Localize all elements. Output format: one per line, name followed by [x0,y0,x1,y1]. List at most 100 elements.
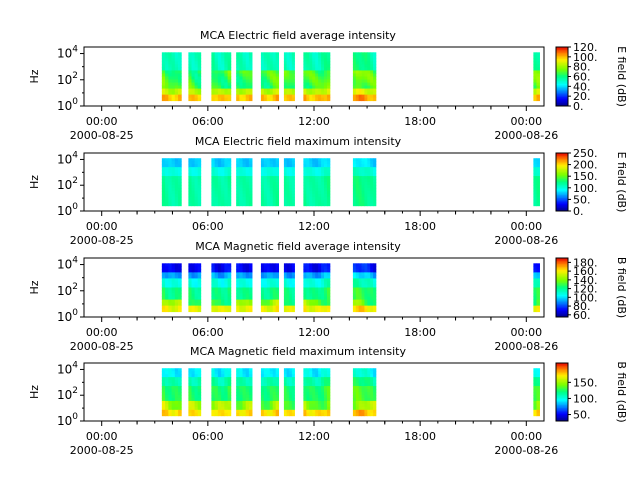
data-segment [211,158,232,207]
x-tick-label: 18:00 [404,430,436,443]
data-segment [236,368,253,417]
colorbar-tick-label: 60. [573,71,591,84]
data-segment [533,158,540,207]
data-segment [188,52,202,102]
data-segment [211,368,232,417]
x-tick-label: 00:00 [86,430,118,443]
y-tick-label: 100 [57,308,78,324]
x-date-label: 2000-08-25 [70,444,134,457]
y-tick-label: 100 [57,412,78,428]
y-axis-label: Hz [28,175,41,189]
x-tick-label: 06:00 [192,115,224,128]
data-segment [303,263,331,313]
data-segment [283,158,295,207]
x-tick-label: 00:00 [510,115,542,128]
data-segment [260,263,280,313]
panel-2: MCA Electric field maximum intensity 100 1… [28,135,628,247]
data-segment [303,158,331,207]
colorbar-tick-label: 150. [573,170,598,183]
colorbar-tick-label: 0. [573,100,584,113]
colorbar-tick-label: 250. [573,147,598,160]
data-segment [236,263,253,313]
data-segment [188,158,202,207]
y-tick-label: 104 [57,256,78,272]
data-segment [533,52,540,102]
panel-title: MCA Magnetic field maximum intensity [190,345,406,358]
colorbar-tick-label: 80. [573,61,591,74]
x-tick-label: 12:00 [298,220,330,233]
data-segment [161,263,182,313]
data-segment [188,263,202,313]
colorbar-tick-label: 140. [573,274,598,287]
x-tick-label: 00:00 [510,220,542,233]
data-segment [352,52,377,102]
data-segment [211,263,232,313]
x-date-label: 2000-08-26 [494,340,558,353]
data-segment [352,263,377,313]
colorbar-tick-label: 40. [573,80,591,93]
panel-4: MCA Magnetic field maximum intensity 100 1… [28,345,628,457]
data-segment [236,52,253,102]
data-segment [533,263,540,313]
spectrogram [161,158,540,207]
colorbar-label: B field (dB) [615,361,628,422]
data-segment [352,368,377,417]
spectrogram [161,52,540,102]
colorbar-tick-label: 80. [573,300,591,313]
colorbar-tick-label: 50. [573,193,591,206]
y-axis-label: Hz [28,385,41,399]
colorbar-tick-label: 50. [573,409,591,422]
x-tick-label: 00:00 [86,326,118,339]
data-segment [211,52,232,102]
colorbar: 0.20.40.60.80.100.120. E field (dB) [555,41,628,113]
y-axis-label: Hz [28,280,41,294]
colorbar-tick-label: 100. [573,51,598,64]
colorbar-label: E field (dB) [615,46,628,107]
colorbar-tick-label: 120. [573,283,598,296]
y-tick-label: 104 [57,360,78,376]
x-date-label: 2000-08-26 [494,444,558,457]
x-tick-label: 00:00 [86,115,118,128]
colorbar-label: E field (dB) [615,152,628,213]
data-segment [533,368,540,417]
data-segment [161,52,182,102]
x-tick-label: 00:00 [510,430,542,443]
data-segment [303,368,331,417]
data-segment [283,368,295,417]
x-tick-label: 00:00 [86,220,118,233]
colorbar-tick-label: 20. [573,90,591,103]
data-segment [260,368,280,417]
y-tick-label: 100 [57,97,78,113]
panel-1: MCA Electric field average intensity 100 1… [28,29,628,142]
data-segment [283,263,295,313]
panel-title: MCA Electric field maximum intensity [195,135,402,148]
colorbar-tick-label: 100. [573,182,598,195]
colorbar-tick-label: 100. [573,392,598,405]
colorbar-tick-label: 100. [573,291,598,304]
data-segment [303,52,331,102]
x-tick-label: 18:00 [404,115,436,128]
x-tick-label: 18:00 [404,326,436,339]
y-tick-label: 102 [57,282,78,298]
colorbar-tick-label: 160. [573,265,598,278]
data-segment [161,368,182,417]
colorbar-tick-label: 60. [573,309,591,322]
colorbar: 60.80.100.120.140.160.180. B field (dB) [555,256,628,322]
panel-title: MCA Electric field average intensity [200,29,396,42]
colorbar: 0.50.100.150.200.250. E field (dB) [555,147,628,218]
data-segment [283,52,295,102]
data-segment [161,158,182,207]
x-tick-label: 06:00 [192,430,224,443]
x-date-label: 2000-08-26 [494,129,558,142]
colorbar-tick-label: 200. [573,159,598,172]
colorbar: 50. 100. 150. B field (dB) [555,361,628,423]
x-tick-label: 18:00 [404,220,436,233]
data-segment [260,158,280,207]
data-segment [188,368,202,417]
y-tick-label: 102 [57,71,78,87]
y-tick-label: 102 [57,176,78,192]
y-axis-label: Hz [28,69,41,83]
y-tick-label: 104 [57,150,78,166]
y-tick-label: 100 [57,202,78,218]
panel-title: MCA Magnetic field average intensity [195,240,401,253]
